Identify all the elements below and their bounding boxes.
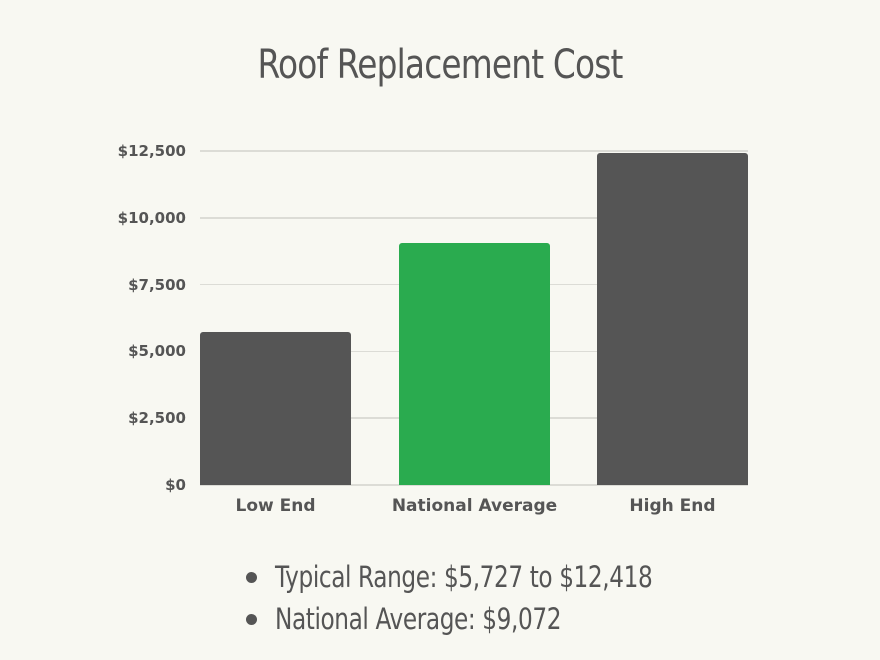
gridline — [200, 217, 748, 219]
y-axis-tick-label: $10,000 — [117, 208, 186, 227]
gridline — [200, 484, 748, 486]
y-axis-tick-label: $5,000 — [128, 342, 186, 361]
y-axis-tick-label: $12,500 — [117, 142, 186, 160]
bar-high-end — [597, 153, 748, 485]
bullet-dot-icon — [246, 613, 257, 625]
bar-national-average — [399, 242, 550, 485]
gridline — [200, 150, 748, 152]
bullet-dot-icon — [246, 571, 257, 583]
summary-bullets: Typical Range: $5,727 to $12,418 Nationa… — [246, 556, 747, 640]
bullet-text: National Average: $9,072 — [275, 602, 562, 636]
x-axis-category-label: High End — [629, 496, 716, 516]
x-axis-category-label: Low End — [235, 496, 316, 516]
y-axis-tick-label: $7,500 — [128, 275, 186, 294]
y-axis-tick-label: $0 — [165, 476, 186, 494]
y-axis-tick-label: $2,500 — [128, 409, 186, 428]
x-axis-category-label: National Average — [391, 496, 558, 516]
bar-low-end — [200, 331, 351, 485]
bullet-typical-range: Typical Range: $5,727 to $12,418 — [246, 556, 747, 598]
bullet-text: Typical Range: $5,727 to $12,418 — [275, 560, 653, 594]
chart-title: Roof Replacement Cost — [257, 42, 623, 88]
bullet-national-average: National Average: $9,072 — [246, 598, 747, 640]
